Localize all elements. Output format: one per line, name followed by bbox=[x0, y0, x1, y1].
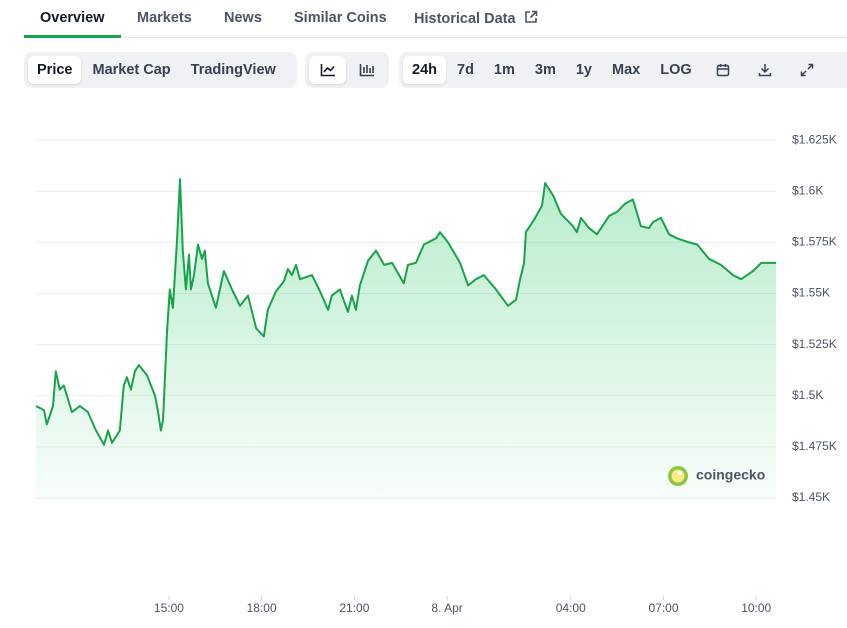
range-button[interactable]: 3m bbox=[534, 62, 556, 78]
range-button[interactable]: 1y bbox=[575, 62, 592, 78]
calendar-icon bbox=[716, 64, 729, 77]
x-tick-label: 8. Apr bbox=[431, 601, 462, 615]
tab[interactable]: Overview bbox=[40, 10, 105, 26]
x-tick-label: 10:00 bbox=[741, 601, 771, 615]
x-tick-label: 21:00 bbox=[339, 601, 369, 615]
chart-mode-group: Price Market Cap TradingView bbox=[24, 52, 297, 88]
watermark: coingecko bbox=[696, 467, 765, 483]
y-tick-label: $1.6K bbox=[792, 183, 823, 197]
price-area bbox=[36, 179, 776, 500]
y-tick-label: $1.45K bbox=[792, 490, 830, 504]
chart-style-group bbox=[305, 52, 389, 88]
candle-chart-button[interactable] bbox=[348, 56, 385, 84]
range-button[interactable]: 1m bbox=[493, 62, 515, 78]
x-tick-label: 04:00 bbox=[556, 601, 586, 615]
watermark-logo bbox=[668, 466, 688, 486]
tab[interactable]: Markets bbox=[137, 10, 192, 26]
mode-button[interactable]: Price bbox=[28, 56, 82, 84]
log-button[interactable]: LOG bbox=[660, 62, 692, 78]
download-button[interactable] bbox=[745, 56, 785, 84]
external-link-icon bbox=[524, 10, 537, 23]
y-tick-label: $1.525K bbox=[792, 337, 837, 351]
range-button[interactable]: 7d bbox=[457, 62, 474, 78]
x-tick-label: 15:00 bbox=[154, 601, 184, 615]
tab[interactable]: Similar Coins bbox=[294, 10, 387, 26]
range-button[interactable]: 24h bbox=[403, 56, 446, 84]
y-tick-label: $1.625K bbox=[792, 132, 837, 146]
candle-icon bbox=[359, 64, 374, 77]
mode-button[interactable]: Market Cap bbox=[92, 62, 171, 78]
expand-icon bbox=[800, 63, 813, 77]
tab-label: Historical Data bbox=[414, 11, 516, 27]
x-tick-label: 18:00 bbox=[247, 601, 277, 615]
x-tick-label: 07:00 bbox=[648, 601, 678, 615]
line-icon bbox=[320, 64, 335, 77]
y-tick-label: $1.5K bbox=[792, 388, 823, 402]
tab[interactable]: News bbox=[224, 10, 262, 26]
line-chart-button[interactable] bbox=[309, 56, 346, 84]
range-button[interactable]: Max bbox=[612, 62, 641, 78]
y-tick-label: $1.475K bbox=[792, 439, 837, 453]
calendar-button[interactable] bbox=[703, 56, 743, 84]
fullscreen-button[interactable] bbox=[787, 56, 827, 84]
y-tick-label: $1.55K bbox=[792, 286, 830, 300]
download-icon bbox=[758, 64, 771, 77]
price-line bbox=[35, 178, 776, 446]
active-tab-underline bbox=[24, 35, 121, 38]
range-group: 24h 7d 1m 3m 1y Max LOG bbox=[399, 52, 847, 88]
tab[interactable]: Historical Data bbox=[414, 10, 538, 27]
mode-button[interactable]: TradingView bbox=[190, 62, 276, 78]
y-tick-label: $1.575K bbox=[792, 235, 837, 249]
